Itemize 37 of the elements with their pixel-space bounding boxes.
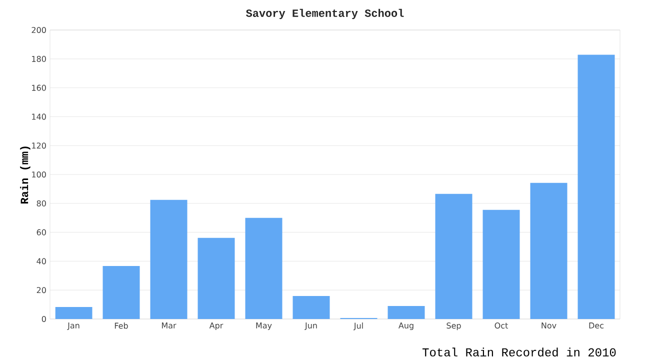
- bar: [435, 194, 472, 319]
- x-tick-label: Nov: [542, 322, 556, 328]
- x-tick-label: Jun: [304, 322, 317, 330]
- x-tick-label: Jul: [354, 322, 363, 330]
- x-tick-label: May: [256, 322, 272, 330]
- x-tick-label: Apr: [209, 322, 224, 330]
- bar: [55, 307, 92, 319]
- y-tick-label: 0: [42, 316, 46, 322]
- bar: [578, 54, 615, 319]
- x-tick-label: Aug: [398, 322, 414, 330]
- bar: [482, 210, 520, 319]
- y-tick-label: 180: [32, 56, 46, 62]
- y-axis-title: Rain (mm): [20, 146, 30, 204]
- y-tick-label: 140: [32, 114, 46, 120]
- y-tick-label: 60: [36, 229, 46, 236]
- x-tick-label: Feb: [114, 322, 128, 329]
- x-tick-label: Mar: [162, 322, 176, 328]
- bar: [245, 218, 282, 319]
- y-tick-label: 20: [36, 287, 46, 294]
- y-tick-label: 200: [32, 26, 46, 34]
- bar: [388, 306, 425, 319]
- bar: [198, 238, 235, 319]
- x-tick-label: Oct: [494, 322, 508, 329]
- y-tick-label: 160: [32, 84, 46, 91]
- x-tick-label: Sep: [446, 322, 461, 330]
- bar: [292, 296, 330, 319]
- chart-title: Savory Elementary School: [246, 8, 404, 20]
- bar: [150, 200, 188, 319]
- y-tick-label: 40: [36, 258, 46, 264]
- y-tick-label: 120: [32, 142, 46, 149]
- y-tick-label: 80: [36, 200, 46, 206]
- x-axis-title: Total Rain Recorded in 2010: [422, 348, 616, 356]
- x-tick-label: Dec: [589, 322, 604, 328]
- bar: [102, 266, 140, 319]
- bar: [530, 182, 568, 319]
- x-tick-label: Jan: [67, 322, 80, 330]
- y-tick-label: 100: [32, 171, 46, 178]
